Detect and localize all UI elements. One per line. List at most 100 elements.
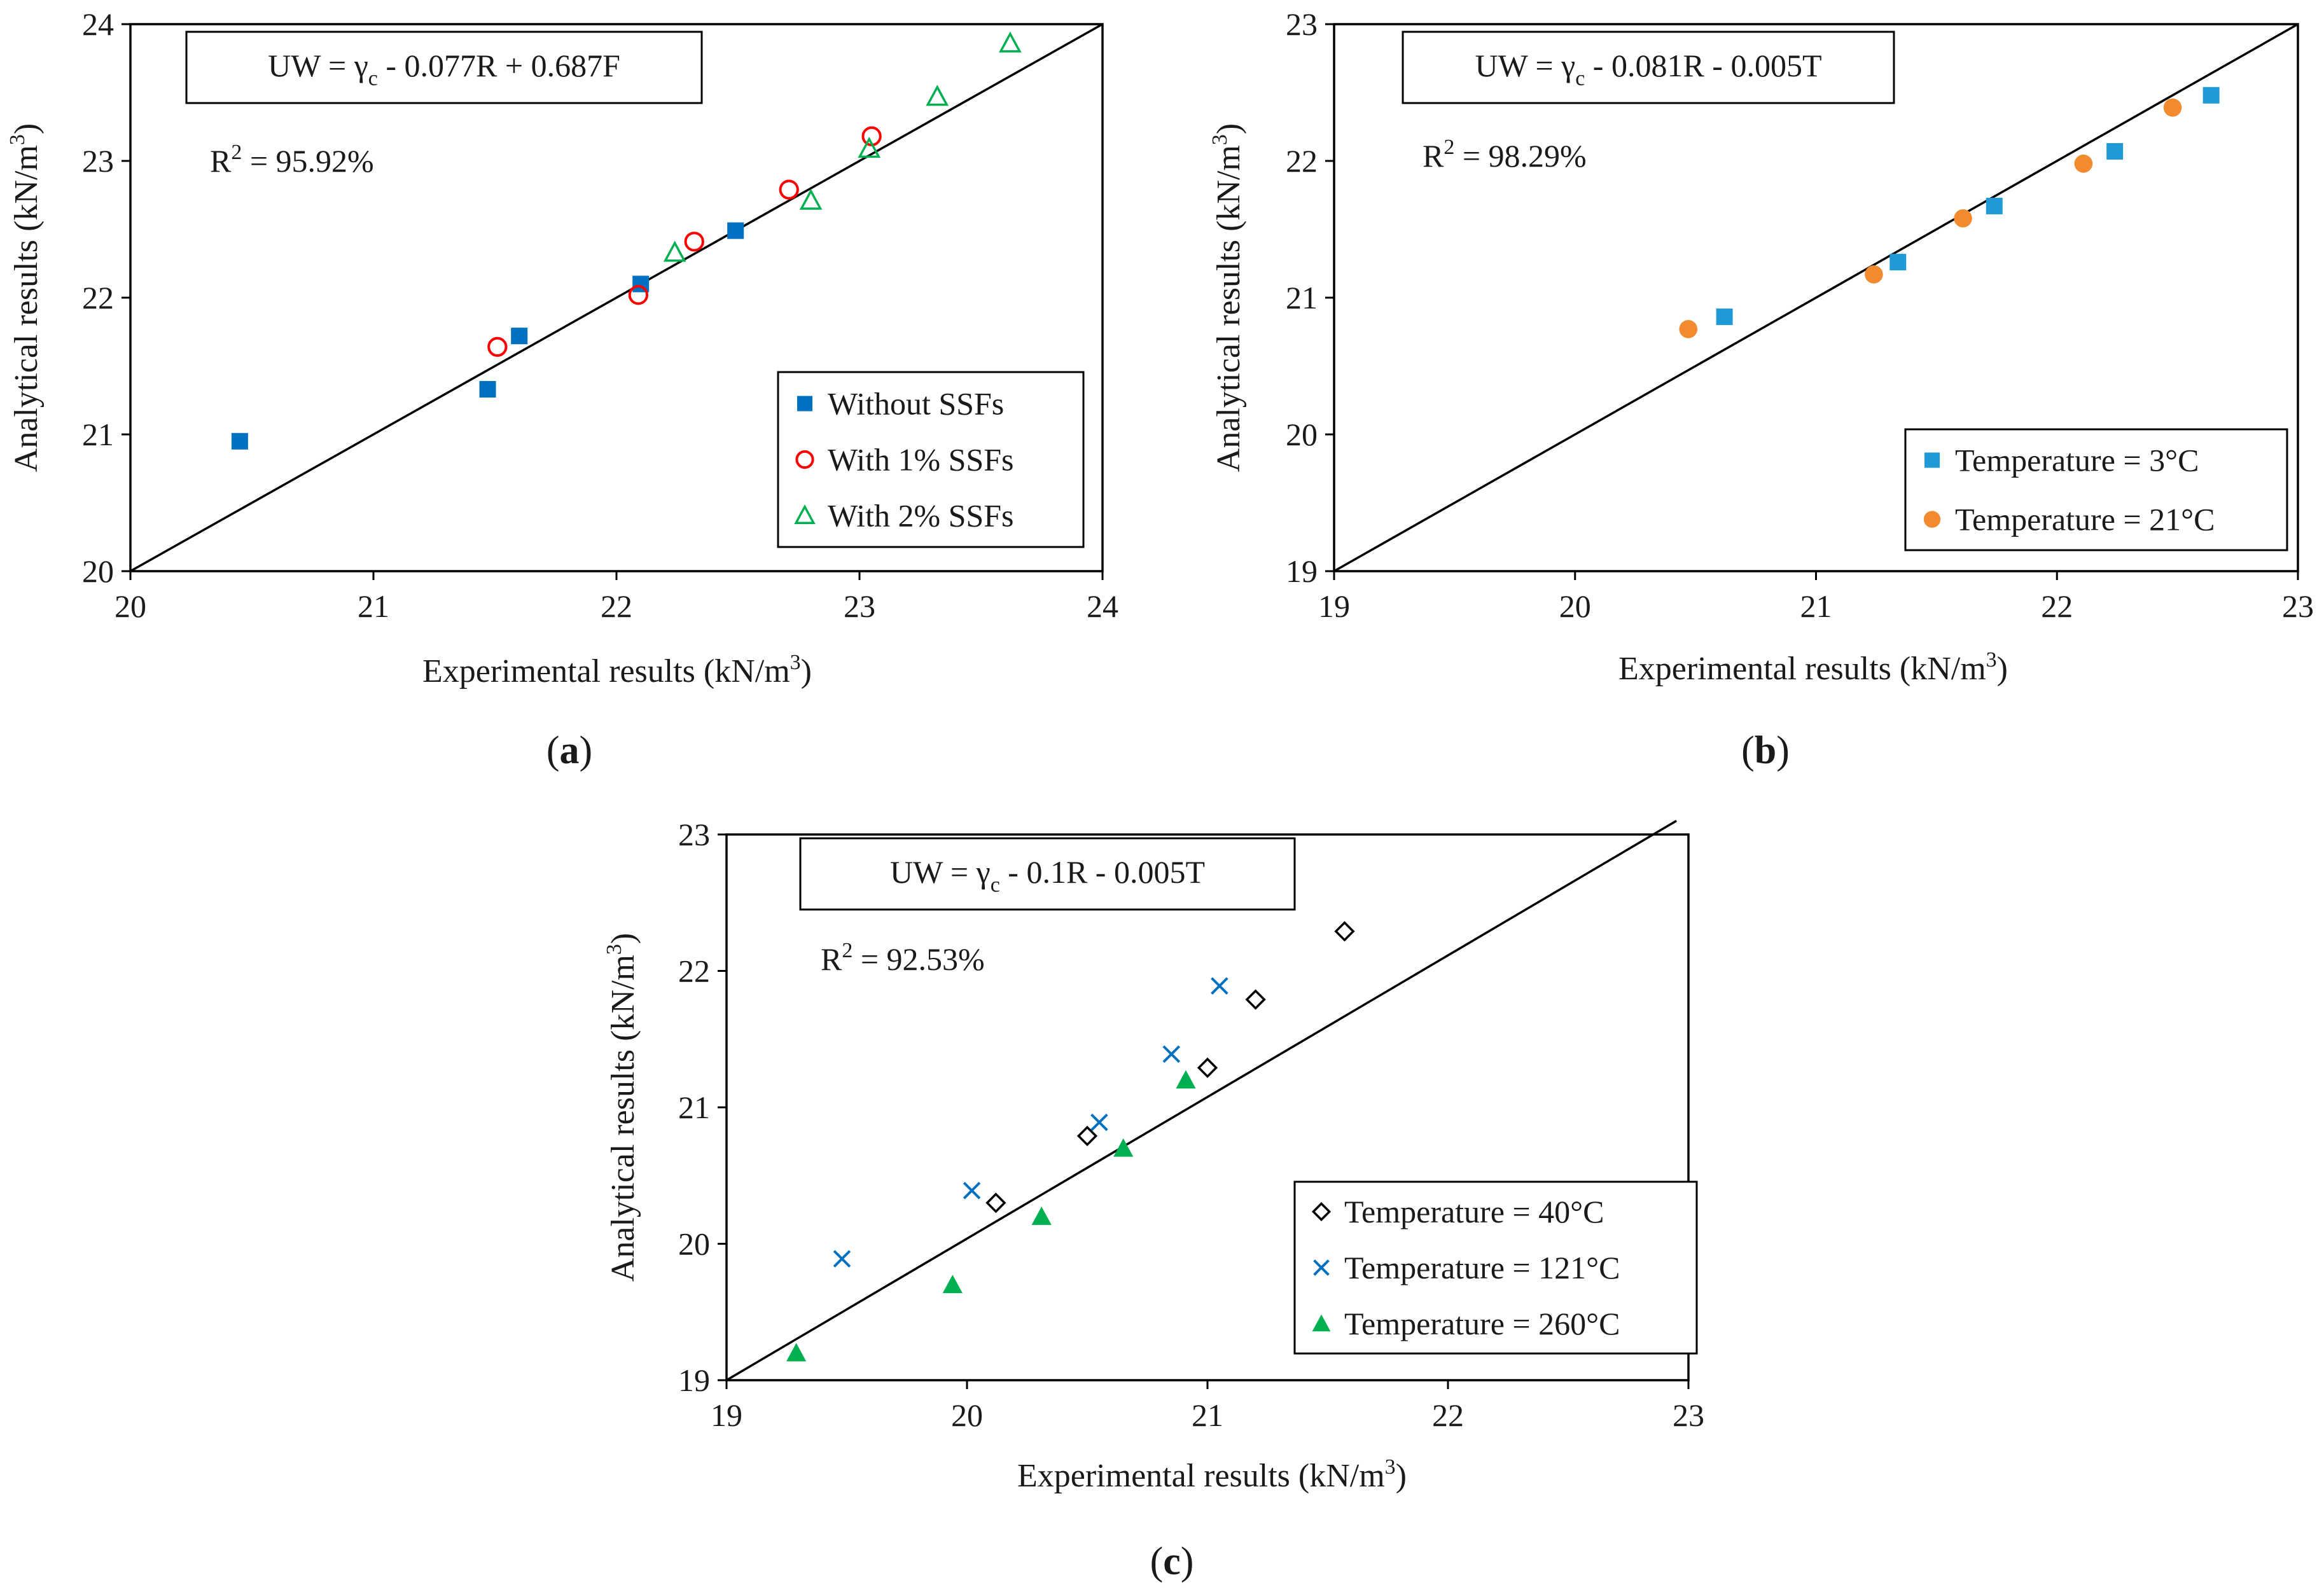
data-point bbox=[998, 31, 1022, 53]
legend-label: Temperature = 260°C bbox=[1344, 1306, 1620, 1341]
chart-panel-b: 19 20 21 22 23 19 20 21 22 23 UW = γc - 0.081R - 0… bbox=[1208, 6, 2314, 772]
reference-line bbox=[1333, 23, 2299, 572]
equation-box bbox=[1402, 31, 1895, 104]
x-axis-title: Experimental results (kN/m3) bbox=[1618, 648, 2008, 687]
data-point bbox=[663, 240, 686, 262]
x-tick-label: 22 bbox=[601, 588, 632, 624]
equation-text: UW = γc - 0.1R - 0.005T bbox=[890, 854, 1205, 897]
series-3 bbox=[786, 1070, 1196, 1362]
panel-label: (a) bbox=[546, 729, 592, 772]
equation-text: UW = γc - 0.081R - 0.005T bbox=[1475, 48, 1822, 90]
data-point bbox=[2202, 87, 2220, 104]
r-squared-text: R2 = 92.53% bbox=[821, 939, 985, 977]
data-point bbox=[487, 336, 508, 357]
y-tick-label: 21 bbox=[82, 417, 114, 452]
x-tick-label: 19 bbox=[1318, 588, 1350, 624]
data-point bbox=[985, 1193, 1006, 1214]
y-axis-title: Analytical results (kN/m3) bbox=[1208, 123, 1247, 472]
data-point bbox=[1865, 265, 1883, 284]
data-point bbox=[1162, 1045, 1181, 1063]
y-tick-label: 19 bbox=[678, 1362, 710, 1398]
reference-line bbox=[726, 820, 1677, 1381]
y-tick-label: 21 bbox=[1286, 280, 1318, 315]
data-point bbox=[2163, 98, 2182, 117]
data-point bbox=[1197, 1057, 1218, 1078]
legend-marker bbox=[794, 504, 816, 524]
y-tick-label: 20 bbox=[678, 1226, 710, 1262]
y-tick-label: 23 bbox=[678, 817, 710, 852]
data-point bbox=[786, 1343, 807, 1362]
series-1 bbox=[231, 222, 744, 450]
legend-marker bbox=[795, 450, 814, 469]
data-point bbox=[1113, 1138, 1134, 1157]
y-tick-label: 19 bbox=[1286, 553, 1318, 589]
r-squared-text: R2 = 98.29% bbox=[1423, 135, 1587, 174]
legend-marker bbox=[1923, 511, 1941, 528]
data-point bbox=[511, 328, 528, 345]
equation-text: UW = γc - 0.077R + 0.687F bbox=[268, 48, 620, 90]
data-point bbox=[963, 1182, 981, 1200]
data-point bbox=[1076, 1125, 1098, 1147]
legend-label: Temperature = 40°C bbox=[1344, 1194, 1604, 1229]
y-axis-title: Analytical results (kN/m3) bbox=[6, 123, 45, 472]
y-tick-label: 20 bbox=[1286, 417, 1318, 452]
y-tick-label: 22 bbox=[82, 280, 114, 315]
data-point bbox=[799, 188, 823, 210]
legend-marker bbox=[1311, 1201, 1332, 1222]
legend-box bbox=[1293, 1180, 1698, 1355]
data-point bbox=[1334, 921, 1355, 942]
data-point bbox=[1176, 1070, 1196, 1089]
series-2 bbox=[833, 977, 1228, 1268]
y-tick-label: 23 bbox=[82, 143, 114, 179]
data-point bbox=[479, 381, 496, 398]
data-point bbox=[684, 232, 704, 252]
x-tick-label: 23 bbox=[844, 588, 875, 624]
legend-label: With 1% SSFs bbox=[828, 442, 1014, 478]
x-tick-label: 22 bbox=[2041, 588, 2073, 624]
data-point bbox=[942, 1275, 963, 1294]
x-tick-label: 20 bbox=[115, 588, 146, 624]
legend-label: With 2% SSFs bbox=[828, 498, 1014, 534]
data-point bbox=[1986, 197, 2003, 214]
x-tick-label: 21 bbox=[1192, 1397, 1223, 1433]
x-tick-label: 23 bbox=[2282, 588, 2314, 624]
data-point bbox=[926, 85, 949, 106]
legend-marker bbox=[1312, 1314, 1331, 1332]
y-tick-label: 22 bbox=[678, 953, 710, 989]
data-point bbox=[1211, 977, 1228, 995]
data-point bbox=[779, 179, 799, 200]
r-squared-text: R2 = 95.92% bbox=[210, 141, 374, 179]
legend: Without SSFs With 1% SSFs With 2% SSFs bbox=[777, 371, 1085, 548]
y-tick-label: 23 bbox=[1286, 6, 1318, 42]
data-point bbox=[858, 137, 881, 158]
panel-label: (b) bbox=[1741, 729, 1790, 772]
data-point bbox=[2106, 142, 2124, 160]
legend-marker bbox=[1924, 452, 1940, 468]
x-axis-title: Experimental results (kN/m3) bbox=[1017, 1455, 1407, 1494]
data-point bbox=[1090, 1113, 1108, 1132]
y-tick-label: 22 bbox=[1286, 143, 1318, 179]
x-axis-title: Experimental results (kN/m3) bbox=[422, 651, 812, 689]
chart-panel-a: 20 21 22 23 24 20 21 22 23 24 UW = γc - 0.077R + 0… bbox=[6, 6, 1118, 772]
chart-panel-c: 19 20 21 22 23 19 20 21 22 23 UW = γc - 0.1R - 0.0… bbox=[602, 817, 1704, 1583]
legend-box bbox=[1904, 428, 2288, 551]
x-tick-label: 20 bbox=[951, 1397, 983, 1433]
x-tick-label: 24 bbox=[1087, 588, 1118, 624]
x-tick-label: 19 bbox=[711, 1397, 742, 1433]
legend-label: Temperature = 21°C bbox=[1955, 502, 2215, 537]
x-tick-label: 22 bbox=[1432, 1397, 1464, 1433]
data-point bbox=[1954, 209, 1972, 228]
x-tick-label: 21 bbox=[358, 588, 389, 624]
panel-label: (c) bbox=[1150, 1540, 1194, 1583]
data-point bbox=[2074, 154, 2093, 173]
legend-marker bbox=[797, 396, 812, 412]
x-tick-label: 23 bbox=[1673, 1397, 1704, 1433]
data-point bbox=[833, 1250, 851, 1268]
x-tick-label: 21 bbox=[1800, 588, 1832, 624]
legend-label: Temperature = 3°C bbox=[1955, 443, 2199, 478]
legend: Temperature = 40°C Temperature = 121°C Tem… bbox=[1293, 1180, 1698, 1355]
data-point bbox=[1889, 254, 1907, 271]
equation-box bbox=[799, 837, 1296, 911]
data-point bbox=[1031, 1207, 1052, 1225]
